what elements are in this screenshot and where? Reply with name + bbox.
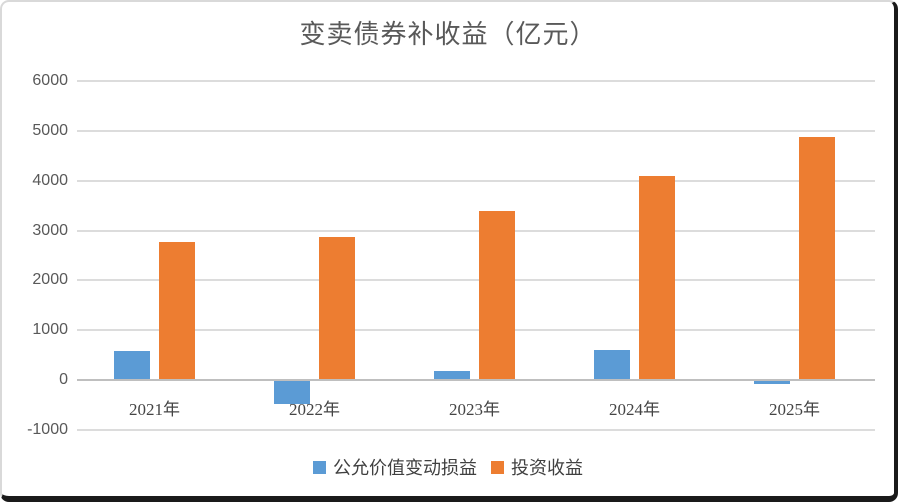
gridline-1000 bbox=[77, 329, 875, 332]
legend: 公允价值变动损益 投资收益 bbox=[2, 454, 894, 480]
legend-swatch-blue bbox=[313, 460, 326, 474]
legend-label-investment-income: 投资收益 bbox=[511, 458, 583, 478]
bar-fair-value-2024 bbox=[594, 350, 630, 381]
chart-title: 变卖债券补收益（亿元） bbox=[299, 20, 597, 49]
gridline-2000 bbox=[77, 279, 875, 282]
gridline-5000 bbox=[77, 129, 875, 132]
bar-investment-2024 bbox=[639, 176, 675, 381]
y-axis-tick-label: 6000 bbox=[32, 72, 68, 89]
legend-swatch-orange bbox=[491, 460, 504, 474]
gridline--1000 bbox=[77, 429, 875, 431]
y-axis-tick-label: -1000 bbox=[27, 421, 68, 438]
bar-fair-value-2021 bbox=[114, 351, 150, 381]
y-axis-tick-label: 3000 bbox=[32, 221, 68, 239]
bar-investment-2025 bbox=[799, 137, 835, 381]
y-axis-tick-label: 5000 bbox=[32, 121, 68, 139]
legend-label-fair-value-change: 公允价值变动损益 bbox=[333, 458, 477, 478]
bar-investment-2023 bbox=[479, 211, 515, 381]
bar-investment-2022 bbox=[319, 237, 355, 381]
bar-fair-value-2022 bbox=[274, 380, 310, 404]
gridline-4000 bbox=[77, 179, 875, 182]
x-axis-label-2023: 2023年 bbox=[449, 400, 500, 419]
gridline-6000 bbox=[77, 80, 875, 82]
legend-item-investment-income: 投资收益 bbox=[491, 454, 583, 480]
x-axis-label-2022: 2022年 bbox=[289, 400, 340, 419]
x-axis-label-2021: 2021年 bbox=[129, 400, 180, 419]
x-axis-line bbox=[77, 379, 875, 382]
bar-fair-value-2023 bbox=[434, 371, 470, 381]
y-axis-tick-label: 1000 bbox=[32, 321, 68, 339]
x-axis-label-2025: 2025年 bbox=[769, 400, 820, 419]
x-axis-label-2024: 2024年 bbox=[609, 400, 660, 419]
gridline-3000 bbox=[77, 229, 875, 232]
y-axis-tick-label: 0 bbox=[59, 371, 68, 389]
bar-investment-2021 bbox=[159, 242, 195, 381]
bar-fair-value-2025 bbox=[754, 380, 790, 384]
legend-item-fair-value-change: 公允价值变动损益 bbox=[313, 454, 477, 480]
y-axis-tick-label: 4000 bbox=[32, 171, 68, 189]
y-axis-tick-label: 2000 bbox=[32, 271, 68, 289]
